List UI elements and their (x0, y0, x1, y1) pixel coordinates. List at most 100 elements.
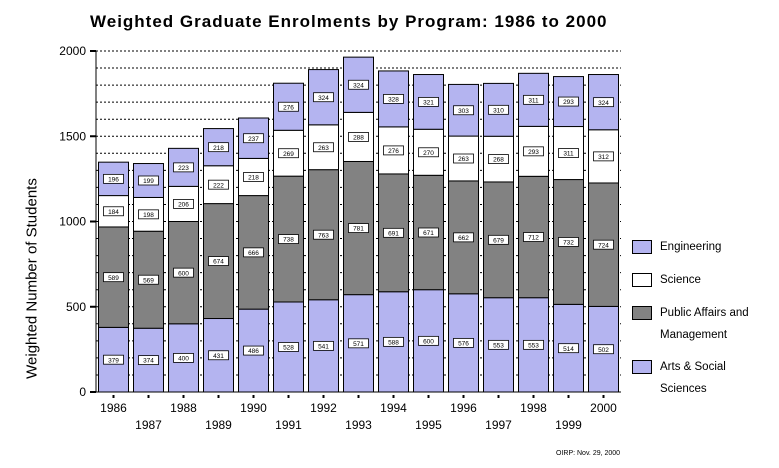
data-label-box (313, 229, 334, 240)
x-tick-label: 1994 (380, 401, 407, 415)
data-label-box (278, 342, 299, 352)
data-label: 666 (248, 250, 259, 257)
data-label: 400 (178, 356, 189, 363)
data-label-box (558, 237, 579, 247)
data-label-box (208, 256, 229, 266)
data-label: 553 (493, 342, 504, 349)
data-label: 600 (178, 270, 189, 277)
data-label-box (383, 94, 404, 104)
data-label-box (243, 247, 264, 258)
data-label: 276 (283, 104, 294, 111)
legend-label-arts-line2: Sciences (660, 383, 707, 395)
legend-label-engineering: Engineering (660, 241, 722, 253)
data-label: 303 (458, 108, 469, 115)
data-label-box (138, 209, 159, 220)
data-label: 222 (213, 182, 224, 189)
data-label: 712 (528, 235, 539, 242)
y-tick-label: 1000 (59, 215, 86, 229)
data-label-box (488, 154, 509, 164)
data-label: 269 (283, 151, 294, 158)
data-label: 324 (598, 100, 609, 107)
x-tick-label: 1997 (485, 418, 512, 432)
data-label: 199 (143, 178, 154, 185)
data-label-box (418, 227, 439, 238)
data-label-box (523, 232, 544, 242)
data-label: 311 (528, 97, 539, 104)
data-label: 571 (353, 341, 364, 348)
data-label: 781 (353, 226, 364, 233)
data-label-box (418, 96, 439, 107)
data-label-box (593, 97, 614, 108)
data-label-box (453, 153, 474, 164)
data-label-box (383, 336, 404, 347)
data-label-box (173, 267, 194, 278)
credit-note: OIRP: Nov. 29, 2000 (556, 450, 621, 457)
data-label-box (383, 227, 404, 238)
data-label-box (348, 79, 369, 90)
x-tick-label: 2000 (590, 401, 617, 415)
x-tick-label: 1992 (310, 401, 337, 415)
y-tick-label: 2000 (59, 44, 86, 58)
data-label: 588 (388, 339, 399, 346)
data-label-box (138, 175, 159, 186)
data-label: 311 (563, 151, 574, 158)
data-label-box (103, 272, 124, 283)
data-label: 379 (108, 357, 119, 364)
data-label: 576 (458, 340, 469, 347)
data-label-box (418, 335, 439, 346)
data-label: 198 (143, 212, 154, 219)
data-label: 724 (598, 242, 609, 249)
data-label: 569 (143, 277, 154, 284)
data-label: 679 (493, 237, 504, 244)
data-label-box (523, 339, 544, 350)
data-label: 310 (493, 107, 504, 114)
x-tick-label: 1988 (170, 401, 197, 415)
data-label: 732 (563, 240, 574, 247)
data-label: 321 (423, 99, 434, 106)
data-label: 691 (388, 230, 399, 237)
data-label-box (103, 206, 124, 217)
data-label-box (348, 132, 369, 142)
legend-swatch-science (632, 273, 652, 287)
data-label: 514 (563, 346, 574, 353)
legend-label-arts: Arts & Social (660, 361, 726, 373)
data-label: 206 (178, 202, 189, 209)
data-label: 268 (493, 157, 504, 164)
data-label: 276 (388, 148, 399, 155)
data-label: 738 (283, 237, 294, 244)
data-label: 589 (108, 275, 119, 282)
x-tick-label: 1993 (345, 418, 372, 432)
data-label: 671 (423, 230, 434, 237)
data-label-box (453, 337, 474, 348)
x-tick-label: 1989 (205, 418, 232, 432)
data-label-box (488, 339, 509, 350)
data-label: 528 (283, 345, 294, 352)
y-tick-label: 500 (66, 300, 86, 314)
data-label: 674 (213, 259, 224, 266)
data-label-box (138, 274, 159, 285)
legend-label-public-affairs: Public Affairs and (660, 307, 749, 319)
data-label-box (313, 142, 334, 153)
data-label-box (453, 232, 474, 243)
data-label-box (593, 239, 614, 250)
data-label: 223 (178, 165, 189, 172)
data-label: 502 (598, 347, 609, 354)
chart-title: Weighted Graduate Enrolments by Program:… (90, 12, 608, 31)
x-tick-label: 1987 (135, 418, 162, 432)
data-label: 600 (423, 338, 434, 345)
data-label-box (348, 338, 369, 349)
data-label: 263 (458, 156, 469, 163)
data-label-box (383, 145, 404, 156)
data-label: 218 (248, 175, 259, 182)
x-tick-label: 1990 (240, 401, 267, 415)
data-label-box (523, 146, 544, 157)
x-tick-label: 1998 (520, 401, 547, 415)
data-label-box (103, 173, 124, 184)
data-label-box (593, 344, 614, 355)
data-label-box (558, 148, 579, 158)
x-tick-label: 1996 (450, 401, 477, 415)
data-label: 270 (423, 150, 434, 157)
legend-label-science: Science (660, 274, 701, 286)
data-label-box (208, 179, 229, 190)
